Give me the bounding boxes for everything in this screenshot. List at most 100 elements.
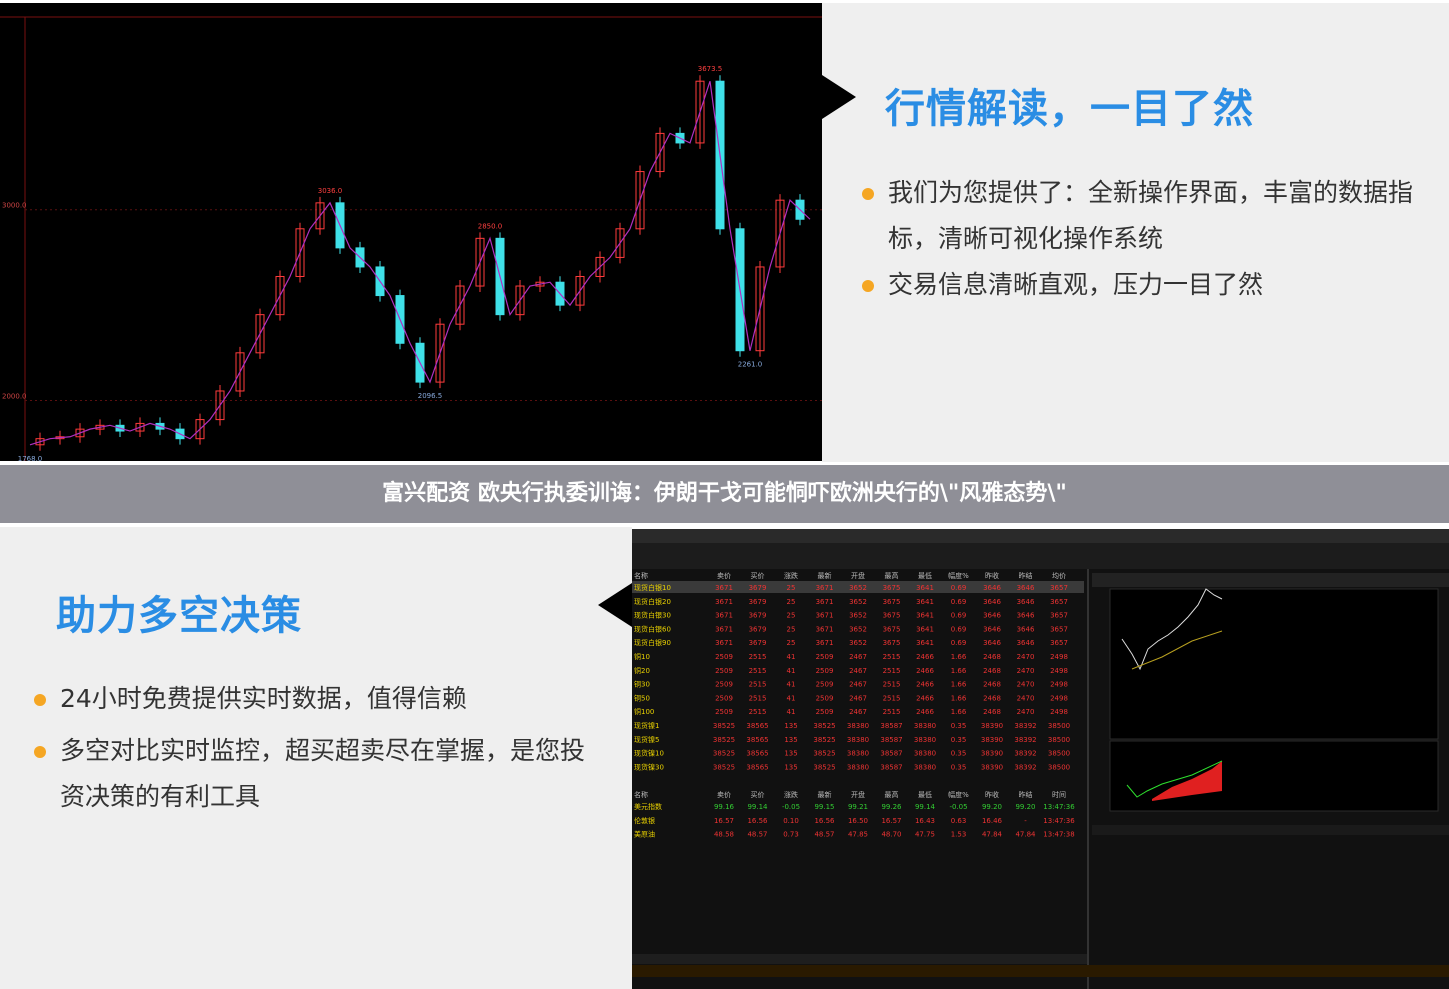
- candle: [295, 228, 305, 277]
- table-cell: 38525: [813, 763, 835, 771]
- table-cell: 3641: [916, 598, 934, 606]
- table-cell: 13:47:36: [1043, 817, 1075, 825]
- table-cell: 0.35: [951, 750, 967, 758]
- candle: [315, 202, 325, 230]
- table-cell: 3671: [715, 625, 733, 633]
- table-cell: 现货白银30: [634, 611, 671, 620]
- table-cell: 2467: [849, 681, 867, 689]
- table-cell: 0.35: [951, 763, 967, 771]
- table-cell: 38380: [914, 763, 936, 771]
- table-cell: 铜100: [634, 707, 654, 716]
- table-cell: 41: [787, 653, 796, 661]
- table-header: 最高: [885, 790, 899, 799]
- candle: [595, 256, 605, 277]
- table-cell: 铜20: [634, 666, 650, 675]
- table-cell: 38500: [1048, 736, 1070, 744]
- table-cell: 38380: [914, 736, 936, 744]
- candle: [235, 352, 245, 392]
- table-cell: 3646: [983, 598, 1001, 606]
- candle: [435, 323, 445, 383]
- table-cell: 47.85: [848, 831, 868, 839]
- candle: [635, 171, 645, 230]
- table-cell: 3671: [715, 598, 733, 606]
- table-header: 幅度%: [948, 571, 969, 580]
- ticker: [632, 965, 1449, 977]
- table-cell: 3641: [916, 612, 934, 620]
- indicator-panel: [1109, 740, 1439, 812]
- table-cell: -0.05: [782, 803, 800, 811]
- table-cell: 25: [787, 598, 796, 606]
- table-cell: 38390: [981, 763, 1003, 771]
- table-cell: 现货白银10: [634, 583, 671, 592]
- candle: [755, 266, 765, 352]
- table-cell: 48.58: [714, 831, 734, 839]
- table-header: 买价: [751, 791, 765, 799]
- table-cell: 2515: [883, 708, 901, 716]
- table-cell: 3675: [883, 584, 901, 592]
- table-header: 涨跌: [784, 571, 798, 580]
- table-cell: 3646: [983, 612, 1001, 620]
- table-cell: 16.50: [848, 817, 868, 825]
- table-cell: 16.56: [814, 817, 835, 825]
- table-cell: 2470: [1017, 681, 1035, 689]
- table-cell: 2466: [916, 653, 934, 661]
- table-cell: 3679: [749, 639, 767, 647]
- table-cell: 2515: [883, 653, 901, 661]
- table-cell: 2468: [983, 653, 1001, 661]
- table-cell: 1.66: [951, 667, 967, 675]
- table-cell: 99.21: [848, 803, 868, 811]
- table-cell: 1.66: [951, 694, 967, 702]
- table-cell: 16.57: [714, 817, 734, 825]
- table-header: 买价: [751, 572, 765, 580]
- candle: [255, 314, 265, 354]
- table-header: 名称: [634, 790, 648, 799]
- chart-bg: [0, 3, 822, 461]
- table-cell: 25: [787, 639, 796, 647]
- table-cell: 2498: [1050, 694, 1068, 702]
- table-cell: 现货镍1: [634, 721, 659, 730]
- table-cell: 0.69: [951, 598, 967, 606]
- table-header: 最新: [818, 790, 832, 799]
- extreme-label: 2096.5: [418, 392, 443, 400]
- table-cell: 2470: [1017, 708, 1035, 716]
- table-cell: 38392: [1014, 763, 1036, 771]
- panel: [0, 527, 632, 989]
- table-cell: 2515: [749, 694, 767, 702]
- candle: [75, 428, 85, 438]
- extreme-label: 2850.0: [478, 222, 503, 230]
- price-chart: 3000.0 2000.0 3673.5 3036.0 2850.0 2096.5 2261…: [0, 3, 822, 461]
- mini-ma: [1131, 630, 1223, 670]
- table-cell: 2498: [1050, 708, 1068, 716]
- table-cell: 伦敦银: [634, 816, 655, 825]
- extreme-label: 3673.5: [698, 65, 723, 73]
- table-header: 昨结: [1019, 790, 1033, 799]
- table-cell: 48.57: [814, 831, 834, 839]
- table-cell: 现货镍10: [634, 749, 664, 758]
- banner: 富兴配资 欧央行执委训诲：伊朗干戈可能恫吓欧洲央行的\"风雅态势\": [0, 465, 1449, 523]
- table-cell: 3671: [816, 612, 834, 620]
- table-cell: 2470: [1017, 653, 1035, 661]
- table-header: 昨收: [985, 790, 999, 799]
- table-cell: 48.70: [881, 831, 901, 839]
- table-cell: 16.43: [915, 817, 935, 825]
- table-cell: 38390: [981, 722, 1003, 730]
- table-cell: 38392: [1014, 750, 1036, 758]
- indicator-area: [1152, 761, 1222, 801]
- candle: [535, 281, 545, 287]
- table-cell: 47.84: [982, 831, 1003, 839]
- panel: [822, 3, 1449, 462]
- table-cell: 3646: [983, 639, 1001, 647]
- table-cell: 16.46: [982, 817, 1003, 825]
- table-cell: 38525: [713, 736, 735, 744]
- table-header: 名称: [634, 571, 648, 580]
- table-cell: 2515: [749, 681, 767, 689]
- table-cell: 2509: [816, 681, 834, 689]
- table-cell: 13:47:38: [1043, 831, 1074, 839]
- candle: [195, 419, 205, 440]
- table-cell: 3652: [849, 639, 867, 647]
- candle: [455, 285, 465, 325]
- table-cell: 3675: [883, 612, 901, 620]
- table-header: 时间: [1052, 790, 1066, 799]
- table-cell: 48.57: [747, 831, 767, 839]
